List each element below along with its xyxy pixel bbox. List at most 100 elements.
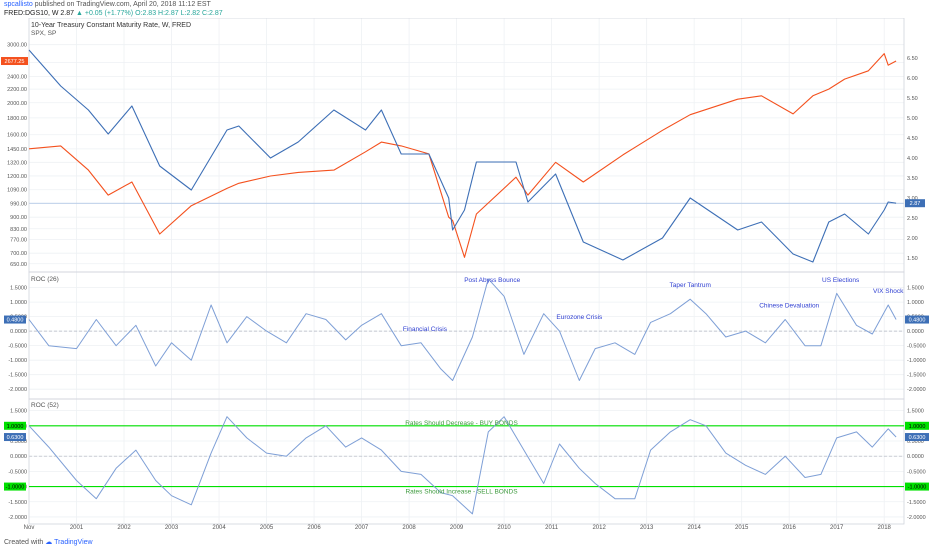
event-annotation: VIX Shock: [873, 288, 904, 295]
left-tick-label: 1450.00: [7, 147, 27, 153]
roc-right-tick: -1.5000: [907, 373, 926, 379]
x-tick-label: 2017: [830, 525, 844, 531]
right-tick-label: 2.50: [907, 216, 918, 222]
band-layer: [29, 425, 904, 488]
band-axis-label: -1.0000: [6, 485, 25, 491]
roc-last-label: 0.4800: [7, 318, 24, 324]
event-annotation: US Elections: [822, 277, 860, 284]
left-tick-label: 2400.00: [7, 75, 27, 81]
left-tick-label: 1320.00: [7, 160, 27, 166]
event-annotation: Taper Tantrum: [669, 282, 710, 289]
left-tick-label: 900.00: [10, 215, 27, 221]
last-price: 2.87: [60, 10, 75, 17]
x-tick-label: 2005: [260, 525, 274, 531]
roc-left-tick: -0.5000: [8, 344, 27, 350]
main-chart-subtitle: SPX, SP: [31, 30, 56, 37]
left-last-label: 2677.25: [5, 59, 25, 65]
author-link[interactable]: spcallisto: [4, 1, 33, 8]
x-tick-label: 2002: [117, 525, 131, 531]
right-tick-label: 2.00: [907, 236, 918, 242]
left-tick-label: 700.00: [10, 251, 27, 257]
left-tick-label: 2200.00: [7, 87, 27, 93]
footer-created-with: Created with: [4, 539, 44, 546]
spx-line: [28, 53, 897, 258]
band-label: Rates Should Increase - SELL BONDS: [405, 489, 518, 496]
roc-left-tick: -1.5000: [8, 373, 27, 379]
x-tick-label: 2003: [165, 525, 179, 531]
roc-last-badge-right: 0.6300: [905, 433, 929, 442]
roc-left-tick: -0.5000: [8, 469, 27, 475]
band-badge-right: 1.0000: [905, 421, 929, 430]
band-badge-left: -1.0000: [4, 482, 26, 491]
left-tick-label: 830.00: [10, 227, 27, 233]
band-axis-label: 1.0000: [7, 424, 24, 430]
band-axis-label: 1.0000: [909, 424, 926, 430]
band-badge-right: -1.0000: [905, 482, 929, 491]
price-change: ▲ +0.05 (+1.77%): [75, 10, 134, 17]
right-last-badge: 2.87: [905, 199, 925, 208]
roc-last-label: 0.6300: [7, 435, 24, 441]
publish-info: published on TradingView.com, April 20, …: [34, 1, 211, 8]
right-tick-label: 5.00: [907, 116, 918, 122]
left-tick-label: 1800.00: [7, 116, 27, 122]
pane-frame-2: [28, 398, 905, 525]
symbol-name: FRED:DGS10, W: [4, 10, 59, 17]
roc-left-tick: 0.0000: [10, 454, 27, 460]
right-tick-label: 3.50: [907, 176, 918, 182]
ohlc-values: O:2.83 H:2.87 L:2.82 C:2.87: [135, 10, 223, 17]
roc-left-tick: 0.0000: [10, 329, 27, 335]
roc-right-tick: 1.0000: [907, 300, 924, 306]
event-annotation: Post Abyss Bounce: [464, 277, 520, 284]
symbol-header: FRED:DGS10, W 2.87 ▲ +0.05 (+1.77%) O:2.…: [4, 10, 223, 17]
x-tick-label: 2016: [783, 525, 797, 531]
left-tick-label: 3000.00: [7, 43, 27, 49]
x-tick-label: 2001: [70, 525, 84, 531]
roc-right-tick: -0.5000: [907, 469, 926, 475]
roc-left-tick: -1.5000: [8, 500, 27, 506]
roc-last-badge-right: 0.4800: [905, 315, 929, 324]
roc-left-tick: -2.0000: [8, 515, 27, 521]
roc-left-tick: -1.0000: [8, 358, 27, 364]
roc26-title: ROC (26): [31, 276, 59, 283]
roc-last-badge-left: 0.4800: [4, 315, 26, 324]
right-tick-label: 4.00: [907, 156, 918, 162]
series-layer: [28, 49, 897, 515]
roc-last-label: 0.4800: [909, 318, 926, 324]
tradingview-logo[interactable]: ☁ TradingView: [45, 539, 93, 546]
main-chart-title: 10-Year Treasury Constant Maturity Rate,…: [31, 22, 191, 29]
pane-frame-1: [28, 271, 905, 400]
band-axis-label: -1.0000: [908, 485, 927, 491]
right-tick-label: 6.50: [907, 56, 918, 62]
roc-left-tick: 1.5000: [10, 409, 27, 415]
roc-last-badge-left: 0.6300: [4, 433, 26, 442]
tradingview-brand: TradingView: [54, 539, 93, 546]
roc-line-26: [28, 278, 897, 381]
chart-canvas[interactable]: 10-Year Treasury Constant Maturity Rate,…: [0, 18, 932, 536]
x-tick-label: Nov: [24, 525, 35, 531]
roc-right-tick: 1.5000: [907, 409, 924, 415]
x-tick-label: 2014: [687, 525, 701, 531]
x-tick-label: 2015: [735, 525, 749, 531]
right-tick-label: 3.00: [907, 196, 918, 202]
roc-left-tick: 0.5000: [10, 439, 27, 445]
x-tick-label: 2009: [450, 525, 464, 531]
roc-left-tick: 1.5000: [10, 286, 27, 292]
right-tick-label: 6.00: [907, 76, 918, 82]
roc-left-tick: -2.0000: [8, 387, 27, 393]
roc-right-tick: 0.0000: [907, 454, 924, 460]
roc-right-tick: -1.0000: [907, 358, 926, 364]
event-annotation: Chinese Devaluation: [759, 303, 819, 310]
left-tick-label: 1090.00: [7, 188, 27, 194]
x-tick-label: 2006: [307, 525, 321, 531]
yield-line: [28, 49, 897, 263]
roc-right-tick: -1.5000: [907, 500, 926, 506]
axis-labels: 2001 2002 2003 2004 2005 2006 2007 2008 2009 2010…: [1, 43, 929, 531]
roc-right-tick: 0.0000: [907, 329, 924, 335]
roc52-title: ROC (52): [31, 402, 59, 409]
roc-right-tick: -0.5000: [907, 344, 926, 350]
roc-left-tick: 1.0000: [10, 300, 27, 306]
event-annotation: Eurozone Crisis: [556, 314, 603, 321]
right-tick-label: 4.50: [907, 136, 918, 142]
footer: Created with ☁ TradingView: [4, 538, 93, 546]
text-layer: 10-Year Treasury Constant Maturity Rate,…: [31, 22, 904, 496]
